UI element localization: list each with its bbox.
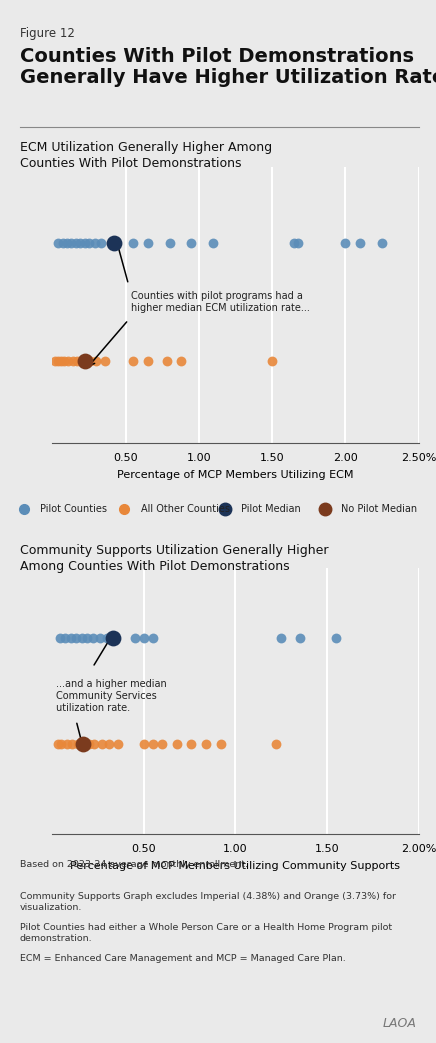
Point <box>69 735 76 752</box>
Point <box>58 353 65 369</box>
Point <box>342 235 349 251</box>
Point <box>98 735 105 752</box>
Point <box>110 235 117 251</box>
Point <box>163 353 170 369</box>
X-axis label: Percentage of MCP Members Utilizing ECM: Percentage of MCP Members Utilizing ECM <box>117 470 354 480</box>
Point <box>295 235 302 251</box>
Point <box>150 735 157 752</box>
Point <box>85 735 92 752</box>
Point <box>87 353 94 369</box>
Point <box>333 629 340 646</box>
Point <box>140 629 147 646</box>
Point <box>93 353 100 369</box>
Point <box>96 629 103 646</box>
Text: LAOA: LAOA <box>382 1018 416 1030</box>
Point <box>81 235 88 251</box>
Text: All Other Counties: All Other Counties <box>140 504 229 514</box>
Text: Pilot Median: Pilot Median <box>241 504 301 514</box>
Point <box>97 235 104 251</box>
Text: Community Supports Utilization Generally Higher
Among Counties With Pilot Demons: Community Supports Utilization Generally… <box>20 544 328 574</box>
Point <box>296 629 303 646</box>
Point <box>159 735 166 752</box>
Point <box>65 353 72 369</box>
Point <box>91 735 98 752</box>
Point <box>72 235 79 251</box>
Point <box>89 629 96 646</box>
Point <box>56 629 63 646</box>
Point <box>64 235 71 251</box>
Point <box>52 353 59 369</box>
Point <box>278 629 285 646</box>
Text: Pilot Counties had either a Whole Person Care or a Health Home Program pilot dem: Pilot Counties had either a Whole Person… <box>20 923 392 943</box>
Point <box>59 235 66 251</box>
Point <box>203 735 210 752</box>
Point <box>269 353 276 369</box>
Point <box>188 735 195 752</box>
Text: Counties With Pilot Demonstrations
Generally Have Higher Utilization Rates: Counties With Pilot Demonstrations Gener… <box>20 47 436 88</box>
Point <box>140 735 147 752</box>
Point <box>150 629 157 646</box>
Point <box>80 735 87 752</box>
Point <box>144 235 151 251</box>
Point <box>68 235 75 251</box>
X-axis label: Percentage of MCP Members Utilizing Community Supports: Percentage of MCP Members Utilizing Comm… <box>71 862 400 871</box>
Text: No Pilot Median: No Pilot Median <box>341 504 417 514</box>
Point <box>188 235 195 251</box>
Point <box>129 353 136 369</box>
Point <box>210 235 217 251</box>
Text: Figure 12: Figure 12 <box>20 27 75 40</box>
Point <box>58 735 65 752</box>
Point <box>378 235 385 251</box>
Point <box>357 235 364 251</box>
Point <box>144 353 151 369</box>
Point <box>131 629 138 646</box>
Point <box>77 235 84 251</box>
Point <box>85 235 92 251</box>
Text: ECM = Enhanced Care Management and MCP = Managed Care Plan.: ECM = Enhanced Care Management and MCP =… <box>20 954 345 964</box>
Point <box>61 629 68 646</box>
Point <box>78 629 85 646</box>
Text: ...and a higher median
Community Services
utilization rate.: ...and a higher median Community Service… <box>56 679 167 713</box>
Point <box>174 735 181 752</box>
Point <box>74 353 81 369</box>
Point <box>61 353 68 369</box>
Point <box>217 735 224 752</box>
Point <box>129 235 136 251</box>
Text: Based on 2023-24 average monthly enrollment.: Based on 2023-24 average monthly enrollm… <box>20 860 248 870</box>
Text: Pilot Counties: Pilot Counties <box>40 504 107 514</box>
Point <box>64 735 71 752</box>
Point <box>166 235 173 251</box>
Point <box>178 353 185 369</box>
Point <box>104 629 111 646</box>
Point <box>84 629 91 646</box>
Point <box>106 735 112 752</box>
Point <box>115 735 122 752</box>
Point <box>73 629 80 646</box>
Point <box>82 353 89 369</box>
Point <box>80 735 87 752</box>
Point <box>81 353 88 369</box>
Point <box>102 353 109 369</box>
Point <box>54 735 61 752</box>
Point <box>290 235 297 251</box>
Point <box>54 235 61 251</box>
Point <box>54 353 61 369</box>
Text: Counties with pilot programs had a
higher median ECM utilization rate...: Counties with pilot programs had a highe… <box>131 291 310 313</box>
Text: ECM Utilization Generally Higher Among
Counties With Pilot Demonstrations: ECM Utilization Generally Higher Among C… <box>20 141 272 170</box>
Point <box>69 353 76 369</box>
Point <box>272 735 279 752</box>
Point <box>91 235 98 251</box>
Point <box>109 629 116 646</box>
Point <box>78 353 85 369</box>
Text: Community Supports Graph excludes Imperial (4.38%) and Orange (3.73%) for visual: Community Supports Graph excludes Imperi… <box>20 892 395 912</box>
Point <box>67 629 74 646</box>
Point <box>75 735 82 752</box>
